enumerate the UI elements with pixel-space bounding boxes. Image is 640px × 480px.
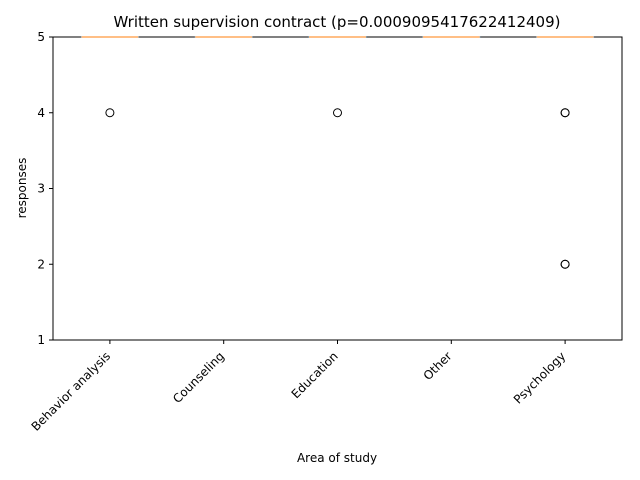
x-axis-label: Area of study <box>297 451 377 465</box>
outliers <box>105 108 570 269</box>
y-tick-label: 3 <box>37 182 45 196</box>
y-tick-label: 2 <box>37 257 45 271</box>
y-tick-label: 4 <box>37 106 45 120</box>
outlier-point <box>105 108 115 118</box>
y-tick-label: 1 <box>37 333 45 347</box>
outlier-point <box>333 108 342 118</box>
outlier-point <box>560 259 570 269</box>
y-axis-ticks: 1 2 3 4 5 <box>37 30 53 347</box>
outlier-point <box>560 108 570 118</box>
chart-title: Written supervision contract (p=0.000909… <box>114 13 561 31</box>
y-tick-label: 5 <box>37 30 45 44</box>
y-axis-label: responses <box>15 158 29 219</box>
